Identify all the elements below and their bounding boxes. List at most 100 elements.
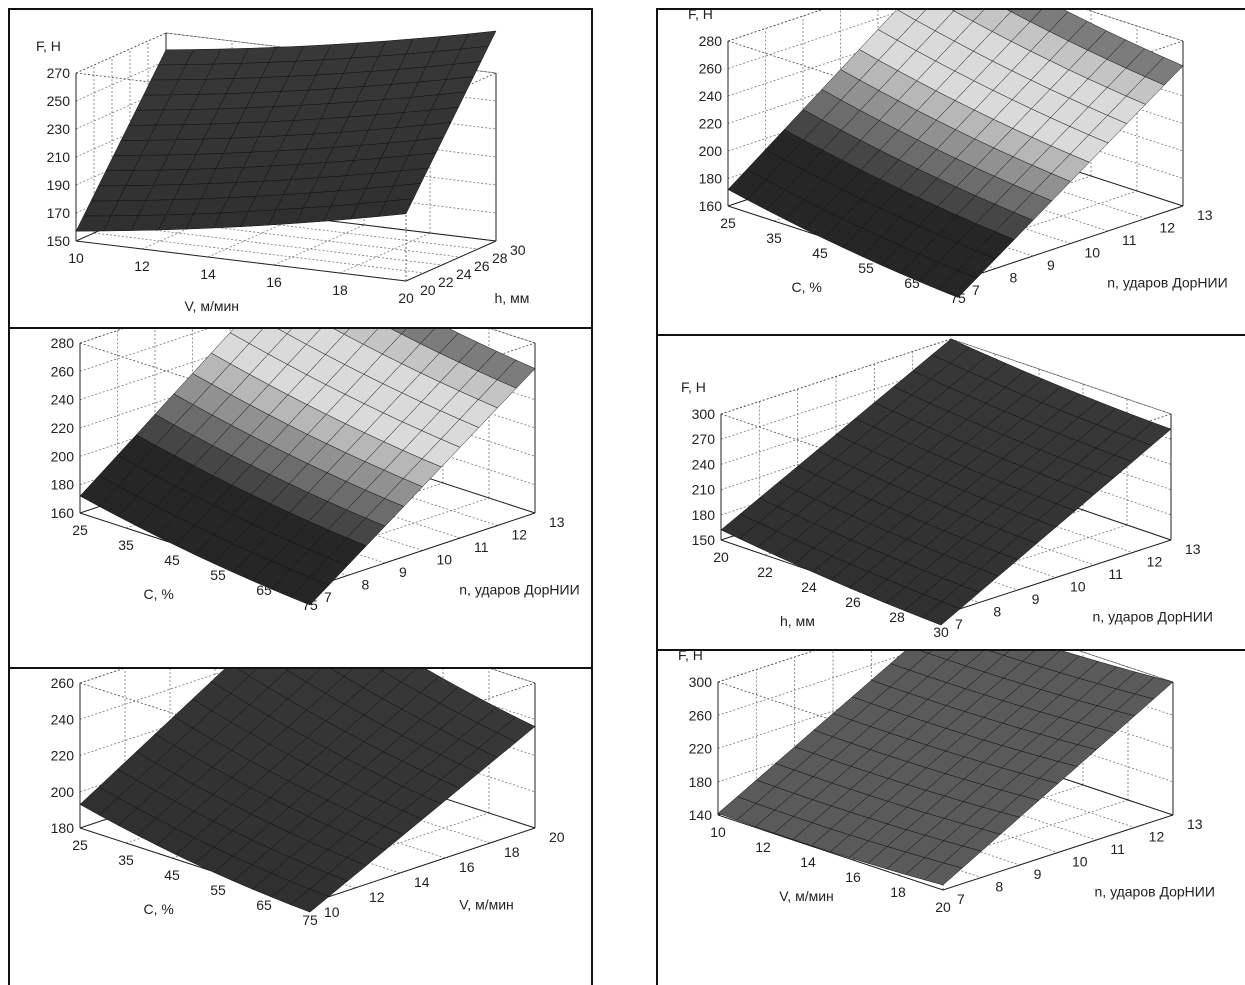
y-tick-label: 12	[1147, 554, 1163, 570]
x-tick-label: 55	[210, 567, 226, 583]
z-tick-label: 190	[47, 177, 71, 193]
z-tick-label: 160	[699, 198, 723, 214]
surface-cell	[922, 601, 961, 626]
y-tick-label: 9	[399, 564, 407, 580]
y-tick-label: 10	[437, 552, 453, 568]
z-tick-label: 260	[689, 707, 713, 723]
surface-chart-2: 160 180 200 220 240 260 280 25 35 45 55 65 75 7 8 9 10 11…	[51, 328, 580, 613]
x-tick-label: 55	[210, 882, 226, 898]
y-tick-label: 16	[459, 859, 475, 875]
x-tick-label: 16	[266, 274, 282, 290]
x-tick-label: 75	[302, 912, 318, 928]
z-axis-label: F, Н	[678, 650, 703, 663]
z-tick-label: 180	[51, 820, 75, 836]
z-tick-label: 160	[51, 505, 75, 521]
y-tick-label: 11	[1122, 232, 1137, 248]
axis-titles: F, Н h, мм n, ударов ДорНИИ	[681, 379, 1213, 629]
y-tick-label: 24	[456, 266, 472, 282]
z-tick-label: 220	[51, 420, 75, 436]
y-tick-label: 13	[1185, 541, 1201, 557]
z-tick-label: 140	[689, 807, 713, 823]
z-tick-label: 260	[699, 61, 723, 77]
z-tick-label: 180	[51, 477, 75, 493]
z-tick-label: 150	[692, 532, 716, 548]
y-tick-label: 10	[1070, 579, 1086, 595]
surface-mesh	[717, 650, 1174, 886]
x-tick-label: 35	[118, 537, 134, 553]
y-tick-label: 8	[1010, 270, 1018, 286]
z-tick-label: 240	[692, 456, 716, 472]
y-tick-label: 9	[1034, 866, 1042, 882]
y-tick-label: 10	[1085, 245, 1101, 261]
surface-chart-3: 180200220240260253545556575101214161820F…	[51, 668, 565, 928]
y-axis-label: n, ударов ДорНИИ	[1107, 274, 1227, 290]
z-tick-label: 280	[51, 335, 75, 351]
z-tick-label: 250	[47, 93, 71, 109]
x-tick-label: 75	[302, 597, 318, 613]
x-tick-label: 14	[800, 854, 816, 870]
z-axis-label: F, Н	[681, 379, 706, 395]
surface-cell	[460, 30, 497, 50]
y-axis-label: V, м/мин	[459, 896, 514, 912]
z-tick-label: 240	[51, 711, 75, 727]
z-tick-label: 270	[47, 65, 71, 81]
y-tick-label: 10	[1072, 854, 1088, 870]
x-axis-label: C, %	[792, 279, 822, 295]
z-tick-label: 200	[699, 143, 723, 159]
x-tick-label: 65	[256, 582, 272, 598]
z-tick-label: 220	[51, 748, 75, 764]
x-tick-label: 25	[72, 837, 88, 853]
tick-labels: 150 180 210 240 270 300 20 22 24 26 28 30 7 8 9 10 11 12 1…	[692, 406, 1201, 640]
y-tick-label: 8	[995, 879, 1003, 895]
y-tick-label: 20	[549, 829, 565, 845]
y-tick-label: 8	[993, 604, 1001, 620]
tick-labels: 140 180 220 260 300 10 12 14 16 18 20 7 8 9 10 11 12 13	[689, 674, 1203, 915]
x-tick-label: 25	[720, 215, 736, 231]
y-tick-label: 22	[438, 274, 454, 290]
surface-chart-5: 150 180 210 240 270 300 20 22 24 26 28 30 7 8 9 10 11 12 1…	[681, 338, 1213, 640]
x-axis-label: C, %	[144, 586, 174, 602]
y-tick-label: 13	[1197, 207, 1213, 223]
x-tick-label: 65	[256, 897, 272, 913]
x-tick-label: 55	[858, 260, 874, 276]
tick-labels: 160 180 200 220 240 260 280 25 35 45 55 65 75 7 8 9 10 11…	[51, 335, 565, 613]
x-tick-label: 35	[118, 852, 134, 868]
tick-labels: 180 200 220 240 260 25 35 45 55 65 75 10 12 14 16 18 20	[51, 675, 565, 928]
y-tick-label: 7	[957, 891, 965, 907]
z-tick-label: 270	[692, 431, 716, 447]
y-tick-label: 11	[1108, 566, 1123, 582]
surface-cell	[290, 577, 330, 606]
x-tick-label: 65	[904, 275, 920, 291]
y-axis-label: n, ударов ДорНИИ	[1095, 883, 1215, 899]
axis-titles: F, Н V, м/мин n, ударов ДорНИИ	[678, 650, 1215, 904]
x-tick-label: 24	[801, 579, 817, 595]
y-tick-label: 20	[420, 282, 436, 298]
chart-panel-3: 180200220240260253545556575101214161820F…	[8, 668, 591, 985]
x-tick-label: 25	[72, 522, 88, 538]
z-tick-label: 210	[692, 482, 716, 498]
chart-panel-4: 160 180 200 220 240 260 280 25 35 45 55 65 75 7 8 9 10 11…	[656, 8, 1245, 335]
x-tick-label: 10	[68, 250, 84, 266]
x-axis-label: V, м/мин	[185, 298, 240, 314]
surface-mesh	[75, 30, 497, 232]
y-tick-label: 10	[324, 904, 340, 920]
y-tick-label: 12	[1149, 829, 1165, 845]
surface-mesh	[79, 328, 536, 606]
surface-chart-4: 160 180 200 220 240 260 280 25 35 45 55 65 75 7 8 9 10 11…	[688, 8, 1228, 306]
z-tick-label: 300	[689, 674, 713, 690]
x-tick-label: 12	[134, 258, 150, 274]
y-tick-label: 9	[1032, 591, 1040, 607]
surface-mesh	[720, 338, 1172, 626]
z-tick-label: 300	[692, 406, 716, 422]
z-tick-label: 240	[51, 392, 75, 408]
chart-panel-5: 150 180 210 240 270 300 20 22 24 26 28 30 7 8 9 10 11 12 1…	[656, 335, 1245, 650]
x-tick-label: 14	[200, 266, 216, 282]
x-tick-label: 75	[950, 290, 966, 306]
y-tick-label: 30	[510, 242, 526, 258]
y-tick-label: 11	[474, 539, 489, 555]
z-tick-label: 180	[699, 171, 723, 187]
x-tick-label: 16	[845, 869, 861, 885]
